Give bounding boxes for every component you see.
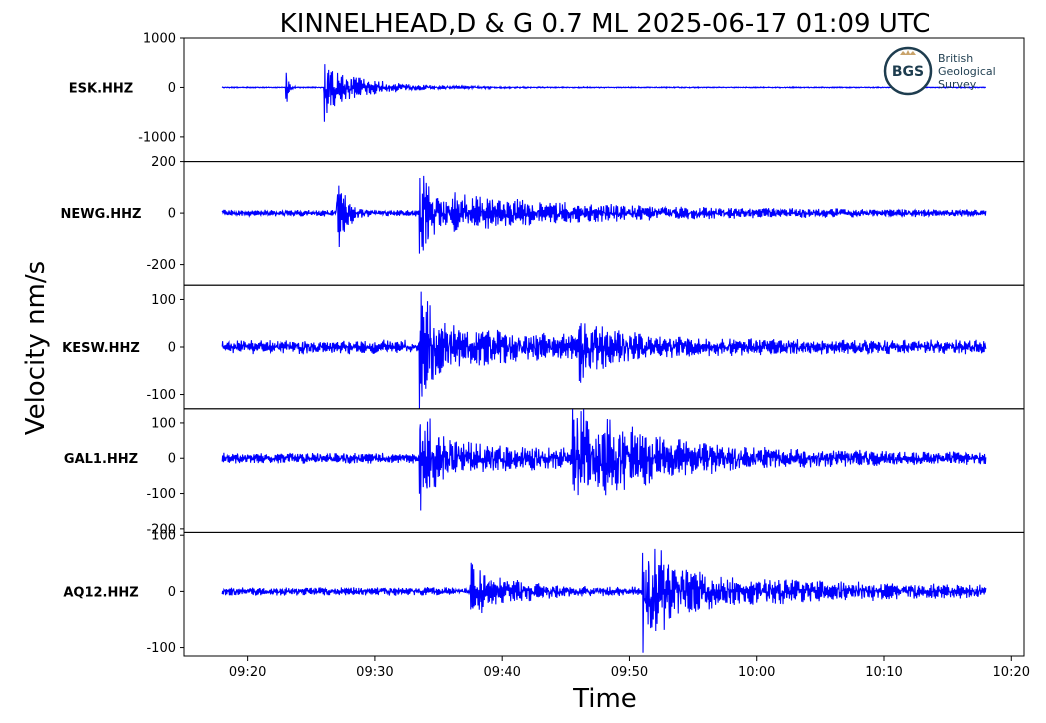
- y-tick-label: -200: [146, 522, 176, 537]
- x-axis: 09:20 09:30 09:40 09:50 10:00 10:10 10:20: [229, 656, 1030, 680]
- panel-newg-hhz: 200 0 -200 NEWG.HHZ: [61, 155, 1025, 286]
- y-tick-label: 0: [168, 585, 176, 600]
- y-tick-label: -200: [146, 258, 176, 273]
- logo-line-3: Survey: [938, 78, 977, 91]
- y-tick-label: 1000: [143, 32, 176, 47]
- waveform-trace: [221, 408, 987, 511]
- y-axis-label: Velocity nm/s: [21, 261, 51, 435]
- y-tick-label: 0: [168, 452, 176, 467]
- crown-icon: [900, 50, 916, 55]
- y-tick-label: -100: [146, 487, 176, 502]
- station-label: ESK.HHZ: [69, 81, 133, 96]
- x-tick-label: 09:50: [611, 665, 648, 680]
- waveform-trace: [221, 291, 987, 409]
- x-axis-label: Time: [572, 684, 637, 714]
- waveform-trace: [221, 64, 986, 122]
- logo-line-1: British: [938, 52, 973, 65]
- y-tick-label: 0: [168, 207, 176, 222]
- logo-line-2: Geological: [938, 65, 996, 78]
- y-tick-label: 0: [168, 341, 176, 356]
- y-tick-label: -100: [146, 388, 176, 403]
- x-tick-label: 10:10: [865, 665, 902, 680]
- panel-esk-hhz: 1000 0 -1000 ESK.HHZ: [69, 32, 1025, 163]
- panels: 10000-1000ESK.HHZ2000-200NEWG.HHZ1000-10…: [61, 32, 1025, 657]
- logo-band: [890, 64, 926, 78]
- panel-frame: [183, 531, 1025, 657]
- chart-title: KINNELHEAD,D & G 0.7 ML 2025-06-17 01:09…: [280, 9, 931, 39]
- y-tick-label: 200: [151, 155, 176, 170]
- y-tick-label: 100: [151, 529, 176, 544]
- y-tick-label: -1000: [138, 130, 176, 145]
- logo-badge: BGS: [892, 64, 924, 80]
- station-label: GAL1.HHZ: [64, 452, 138, 467]
- y-tick-label: 100: [151, 416, 176, 431]
- station-label: KESW.HHZ: [62, 341, 140, 356]
- x-tick-label: 10:20: [993, 665, 1030, 680]
- y-tick-label: 100: [151, 293, 176, 308]
- x-tick-label: 09:20: [229, 665, 266, 680]
- x-tick-label: 09:30: [356, 665, 393, 680]
- panel-aq12-hhz: 100 0 -100 AQ12.HHZ: [63, 529, 1025, 657]
- x-tick-label: 10:00: [738, 665, 775, 680]
- x-tick-label: 09:40: [483, 665, 520, 680]
- panel-gal1-hhz: 100 0 -100 -200 GAL1.HHZ: [64, 408, 1025, 537]
- waveform-trace: [221, 175, 987, 254]
- y-tick-label: 0: [168, 81, 176, 96]
- y-tick-label: -100: [146, 641, 176, 656]
- bgs-logo: BGS British Geological Survey: [883, 46, 996, 96]
- station-label: NEWG.HHZ: [61, 207, 142, 222]
- station-label: AQ12.HHZ: [63, 585, 138, 600]
- panel-kesw-hhz: 100 0 -100 KESW.HHZ: [62, 284, 1025, 410]
- waveform-trace: [221, 548, 987, 653]
- panel-frame: [183, 161, 1025, 286]
